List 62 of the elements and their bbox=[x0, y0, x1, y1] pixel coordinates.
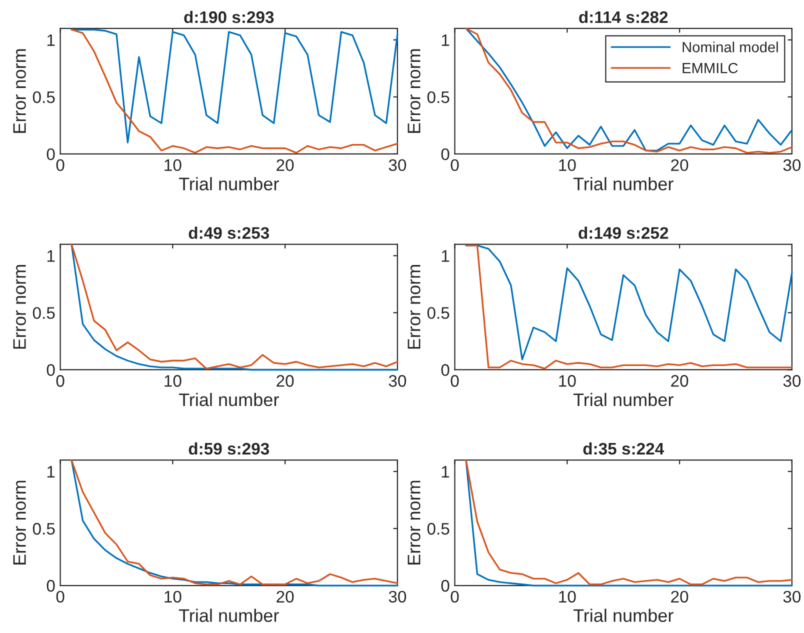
x-tick-label: 0 bbox=[56, 159, 64, 172]
y-tick-label: 1 bbox=[47, 466, 55, 478]
x-axis-title: Trial number bbox=[178, 392, 279, 406]
y-axis-title: Error norm bbox=[13, 265, 26, 349]
x-tick-label: 30 bbox=[783, 590, 801, 603]
y-tick-label: 1 bbox=[442, 34, 450, 46]
y-tick-label: 0.5 bbox=[32, 307, 55, 319]
y-tick-label: 0 bbox=[46, 148, 55, 160]
chart-title: d:59 s:293 bbox=[188, 442, 270, 455]
y-axis-title: Error norm bbox=[408, 265, 420, 349]
x-tick-label: 0 bbox=[56, 590, 64, 603]
chart-title: d:190 s:293 bbox=[184, 10, 274, 24]
legend-label: Nominal model bbox=[682, 42, 778, 52]
x-axis-title: Trial number bbox=[573, 392, 674, 406]
x-tick-label: 0 bbox=[56, 375, 64, 387]
y-axis-title: Error norm bbox=[13, 480, 26, 564]
y-tick-label: 1 bbox=[442, 466, 450, 478]
x-tick-label: 30 bbox=[783, 375, 801, 387]
x-axis-title: Trial number bbox=[178, 608, 279, 622]
y-tick-label: 1 bbox=[47, 34, 55, 46]
y-tick-label: 0 bbox=[441, 364, 450, 376]
x-tick-label: 20 bbox=[276, 159, 294, 172]
x-axis-title: Trial number bbox=[573, 177, 674, 190]
x-tick-label: 30 bbox=[388, 590, 406, 603]
y-tick-label: 0 bbox=[441, 148, 450, 160]
x-tick-label: 20 bbox=[671, 590, 688, 603]
chart-title: d:114 s:282 bbox=[579, 10, 668, 24]
x-tick-label: 10 bbox=[164, 375, 182, 387]
x-tick-label: 30 bbox=[783, 159, 801, 172]
x-tick-label: 0 bbox=[450, 375, 459, 387]
chart-title: d:49 s:253 bbox=[188, 226, 270, 239]
x-axis-title: Trial number bbox=[573, 608, 674, 622]
y-axis-title: Error norm bbox=[13, 49, 26, 133]
x-tick-label: 10 bbox=[559, 159, 576, 172]
x-tick-label: 0 bbox=[450, 159, 459, 172]
x-tick-label: 20 bbox=[276, 375, 294, 387]
x-tick-label: 10 bbox=[164, 159, 182, 172]
x-tick-label: 20 bbox=[671, 375, 688, 387]
chart-title: d:35 s:224 bbox=[583, 442, 664, 455]
x-tick-label: 30 bbox=[388, 375, 406, 387]
x-tick-label: 10 bbox=[164, 590, 182, 603]
x-tick-label: 10 bbox=[559, 590, 576, 603]
x-tick-label: 30 bbox=[388, 159, 406, 172]
y-tick-label: 1 bbox=[47, 250, 55, 262]
y-tick-label: 0 bbox=[441, 580, 450, 592]
y-tick-label: 0.5 bbox=[427, 91, 450, 104]
y-tick-label: 0.5 bbox=[427, 522, 450, 535]
y-tick-label: 1 bbox=[442, 250, 450, 262]
x-axis-title: Trial number bbox=[178, 177, 279, 190]
y-tick-label: 0.5 bbox=[32, 91, 55, 104]
legend-label: EMMILC bbox=[682, 62, 738, 74]
x-tick-label: 10 bbox=[559, 375, 576, 387]
x-tick-label: 20 bbox=[671, 159, 688, 172]
y-tick-label: 0.5 bbox=[32, 522, 55, 535]
chart-title: d:149 s:252 bbox=[578, 226, 668, 239]
x-tick-label: 0 bbox=[450, 590, 459, 603]
y-tick-label: 0.5 bbox=[427, 307, 450, 319]
y-axis-title: Error norm bbox=[408, 49, 420, 133]
y-tick-label: 0 bbox=[46, 364, 55, 376]
y-axis-title: Error norm bbox=[408, 480, 420, 564]
x-tick-label: 20 bbox=[276, 590, 294, 603]
y-tick-label: 0 bbox=[46, 580, 55, 592]
